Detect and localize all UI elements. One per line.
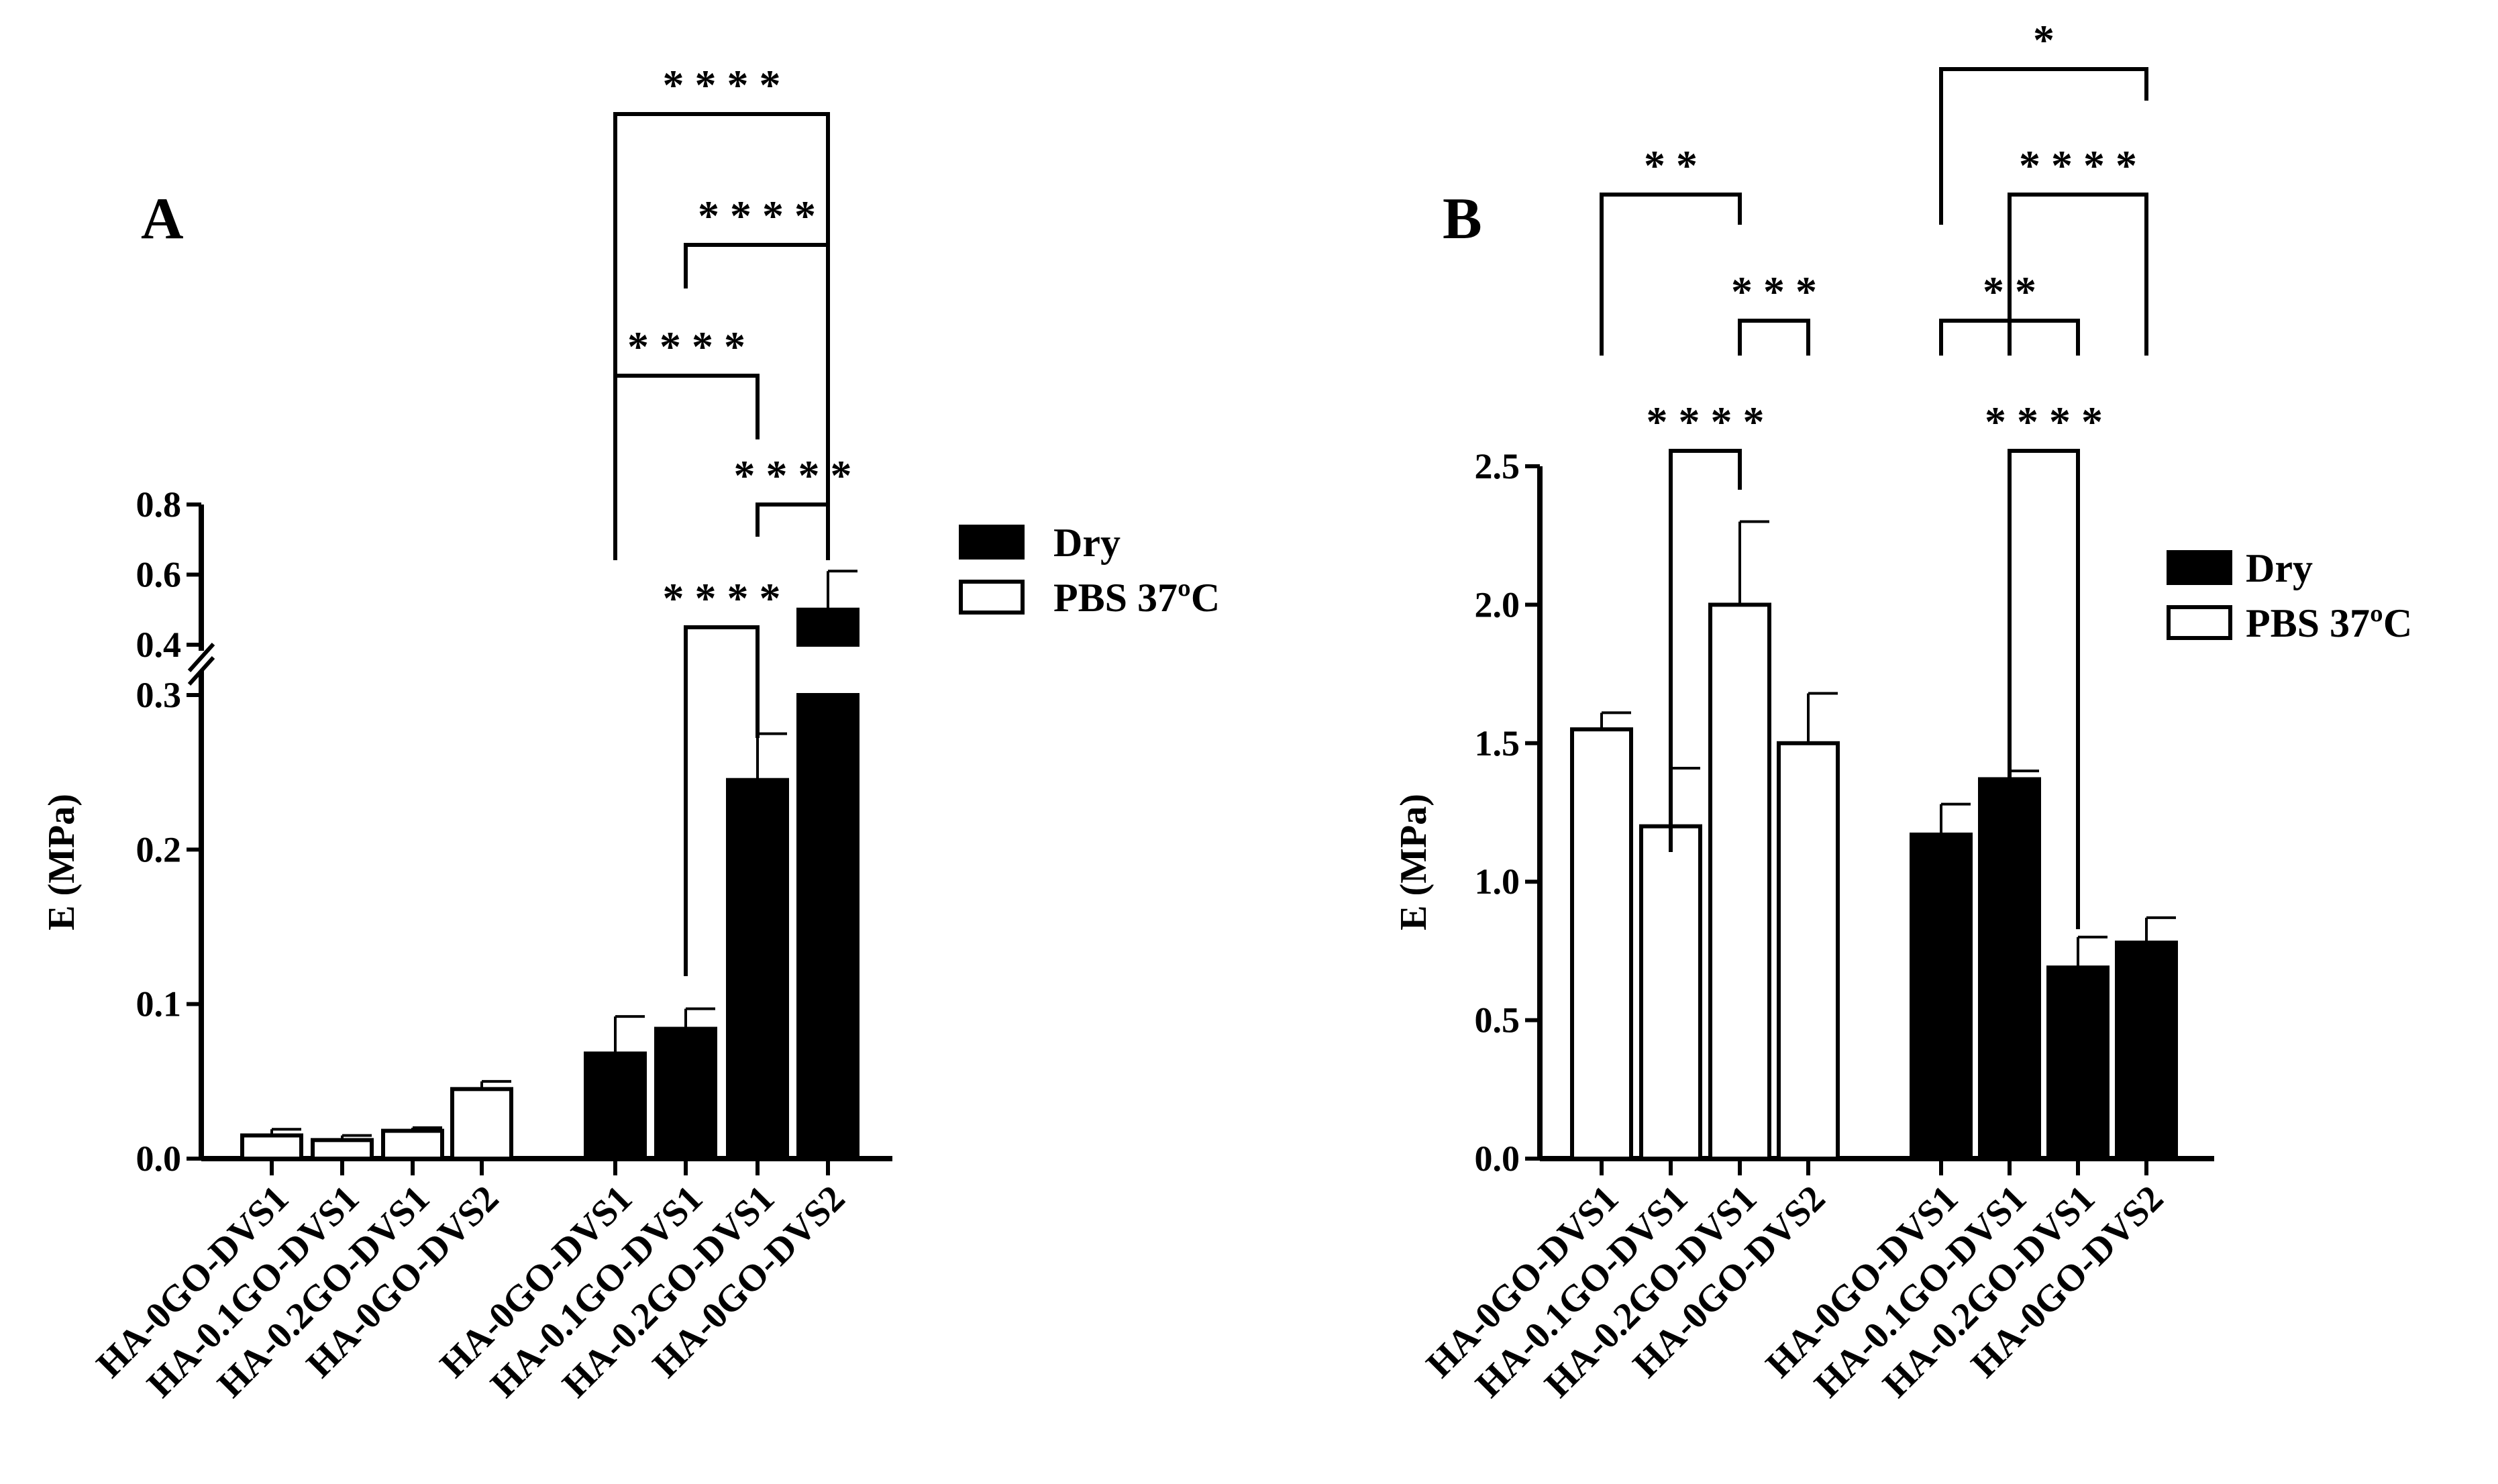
bar <box>450 1087 513 1161</box>
significance-bracket <box>613 374 760 537</box>
significance-bracket <box>2008 193 2148 356</box>
significance-label: **** <box>663 61 792 109</box>
legend-label: PBS 37ºC <box>2246 601 2412 645</box>
bar <box>726 778 789 1161</box>
legend-swatch <box>2167 605 2232 640</box>
significance-label: **** <box>1985 398 2114 445</box>
y-tick-label: 0.0 <box>1475 1138 1520 1179</box>
significance-bracket <box>1939 319 2080 356</box>
panel-b-ylabel: E (MPa) <box>1393 794 1435 931</box>
significance-bracket <box>1600 193 1742 356</box>
significance-bracket <box>2008 449 2080 929</box>
legend-label: Dry <box>2246 546 2313 590</box>
significance-bracket <box>684 243 830 560</box>
y-tick-label: 1.5 <box>1475 723 1520 763</box>
bar <box>1910 833 1973 1161</box>
panel-a-letter: A <box>141 187 184 252</box>
y-tick-label: 0.5 <box>1475 1000 1520 1041</box>
bar <box>584 1051 647 1161</box>
y-tick-label: 0.4 <box>136 625 182 665</box>
significance-label: * <box>2033 16 2065 64</box>
panel-b-chart: 0.00.51.01.52.02.5HA-0GO-DVS1HA-0.1GO-DV… <box>1418 16 2412 1406</box>
significance-label: **** <box>698 192 827 240</box>
y-tick-label: 0.8 <box>136 484 182 525</box>
bar <box>1639 824 1702 1161</box>
legend-swatch <box>959 580 1025 615</box>
y-tick-label: 2.5 <box>1475 446 1520 486</box>
y-tick-label: 0.6 <box>136 555 182 595</box>
axis-break-mark <box>187 655 215 686</box>
bar-upper-segment <box>796 607 860 647</box>
significance-label: **** <box>663 574 792 622</box>
axis-break-mark <box>187 642 215 673</box>
bar <box>2115 941 2178 1161</box>
y-tick-label: 0.3 <box>136 675 182 715</box>
significance-bracket <box>1669 449 1742 852</box>
significance-bracket <box>684 625 760 976</box>
panel-a-ylabel: E (MPa) <box>41 794 83 931</box>
significance-bracket <box>1738 319 1810 356</box>
significance-label: **** <box>627 323 756 370</box>
significance-label: **** <box>2019 142 2148 189</box>
significance-label: ** <box>1644 142 1708 189</box>
bar <box>1708 602 1771 1161</box>
y-tick-label: 0.0 <box>136 1138 182 1179</box>
panel-b-letter: B <box>1443 187 1482 252</box>
bar <box>1777 741 1840 1161</box>
significance-label: ** <box>1983 268 2047 315</box>
legend-swatch <box>959 525 1025 560</box>
legend-label: PBS 37ºC <box>1053 576 1220 620</box>
significance-label: **** <box>734 452 863 499</box>
bar <box>654 1026 717 1161</box>
significance-bracket <box>1939 67 2148 225</box>
bar <box>796 693 860 1161</box>
bar <box>240 1133 303 1161</box>
panel-a-chart: 0.00.10.20.30.40.60.8HA-0GO-DVS1HA-0.1GO… <box>89 61 1220 1406</box>
y-tick-label: 0.1 <box>136 984 182 1024</box>
bar <box>2046 965 2110 1161</box>
significance-bracket <box>756 502 830 537</box>
bar <box>311 1138 374 1161</box>
y-tick-label: 2.0 <box>1475 584 1520 625</box>
legend-swatch <box>2167 550 2232 585</box>
legend-label: Dry <box>1053 521 1121 565</box>
significance-label: **** <box>1647 398 1775 445</box>
significance-label: *** <box>1731 268 1828 315</box>
y-tick-label: 1.0 <box>1475 861 1520 902</box>
bar <box>1570 727 1633 1161</box>
y-tick-label: 0.2 <box>136 829 182 869</box>
bar <box>381 1128 444 1161</box>
